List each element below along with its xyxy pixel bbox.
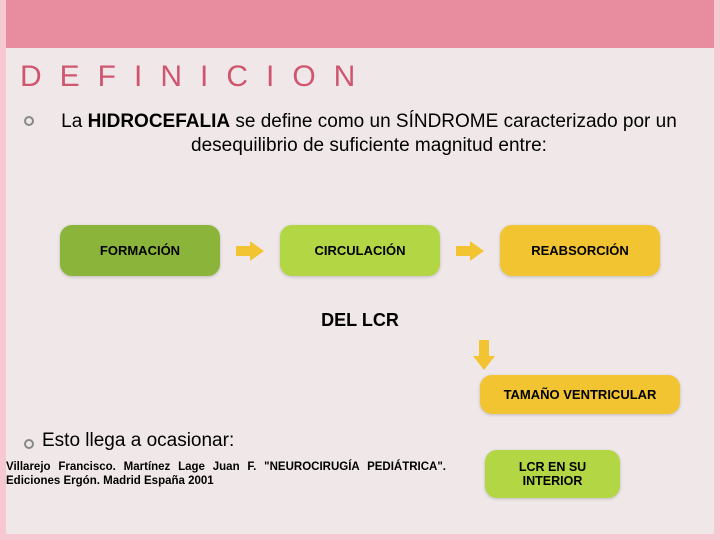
arrow-right-icon	[456, 241, 484, 261]
paragraph-1: La HIDROCEFALIA se define como un SÍNDRO…	[24, 110, 696, 158]
top-band	[0, 0, 720, 48]
para1-pre: La	[61, 111, 87, 132]
bullet-icon	[24, 439, 34, 449]
box-circulacion: CIRCULACIÓN	[280, 225, 440, 276]
para1-post: se define como un SÍNDROME caracterizado…	[191, 111, 677, 156]
flow-row: FORMACIÓN CIRCULACIÓN REABSORCIÓN	[60, 225, 660, 276]
del-lcr-label: DEL LCR	[0, 310, 720, 331]
arrow-down-icon	[473, 340, 495, 370]
citation: Villarejo Francisco. Martínez Lage Juan …	[6, 460, 446, 489]
paragraph-1-text: La HIDROCEFALIA se define como un SÍNDRO…	[42, 110, 696, 158]
box-lcr-interior: LCR EN SU INTERIOR	[485, 450, 620, 498]
box-formacion: FORMACIÓN	[60, 225, 220, 276]
arrow-right-icon	[236, 241, 264, 261]
box-reabsorcion: REABSORCIÓN	[500, 225, 660, 276]
paragraph-2-text: Esto llega a ocasionar:	[42, 430, 234, 452]
paragraph-2: Esto llega a ocasionar:	[24, 430, 234, 452]
box-tamano-ventricular: TAMAÑO VENTRICULAR	[480, 375, 680, 414]
para1-bold: HIDROCEFALIA	[88, 111, 231, 132]
slide-title: DEFINICION	[20, 60, 373, 94]
bullet-icon	[24, 116, 34, 126]
